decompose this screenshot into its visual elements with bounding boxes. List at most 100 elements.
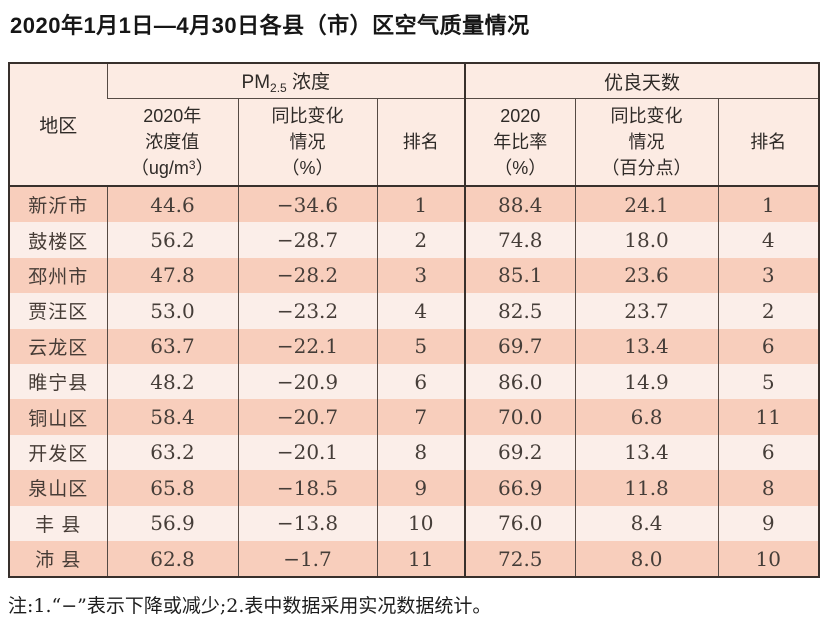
pm-change-cell: −20.1 xyxy=(237,434,377,471)
pm-rank-cell: 7 xyxy=(376,399,466,435)
unit-superscript: 3 xyxy=(188,158,196,173)
good-rank-cell: 11 xyxy=(717,399,820,435)
column-header-pm-change: 同比变化 情况 （%） xyxy=(237,98,377,186)
footnote: 注:1.“−”表示下降或减少;2.表中数据采用实况数据统计。 xyxy=(8,595,492,617)
pm-change-cell: −23.2 xyxy=(237,293,377,329)
pm-value-cell: 47.8 xyxy=(106,257,238,294)
good-change-cell: 13.4 xyxy=(574,434,719,471)
good-change-cell: 8.0 xyxy=(574,540,719,578)
table-row: 丰 县 56.9 −13.8 10 76.0 8.4 9 xyxy=(9,505,820,541)
pm-change-cell: −34.6 xyxy=(237,186,377,223)
table-row: 泉山区 65.8 −18.5 9 66.9 11.8 8 xyxy=(9,470,820,506)
region-cell: 睢宁县 xyxy=(9,363,107,400)
good-rate-cell: 85.1 xyxy=(464,257,576,294)
pm-rank-cell: 1 xyxy=(376,186,466,223)
pm-value-cell: 62.8 xyxy=(106,540,238,578)
region-cell: 贾汪区 xyxy=(9,293,107,329)
pm-rank-cell: 10 xyxy=(376,505,466,541)
good-rate-cell: 88.4 xyxy=(464,186,576,223)
table-row: 开发区 63.2 −20.1 8 69.2 13.4 6 xyxy=(9,434,820,471)
good-change-cell: 23.6 xyxy=(574,257,719,294)
pm-change-cell: −22.1 xyxy=(237,328,377,364)
table-body: 新沂市 44.6 −34.6 1 88.4 24.1 1 鼓楼区 56.2 −2… xyxy=(9,186,820,578)
region-cell: 沛 县 xyxy=(9,540,107,578)
pm-rank-cell: 2 xyxy=(376,222,466,258)
good-rank-cell: 5 xyxy=(717,363,820,400)
good-change-cell: 14.9 xyxy=(574,363,719,400)
pm-value-cell: 56.9 xyxy=(106,505,238,541)
pm-value-cell: 58.4 xyxy=(106,399,238,435)
pm-change-cell: −28.7 xyxy=(237,222,377,258)
good-rank-cell: 6 xyxy=(717,434,820,471)
pm-rank-cell: 3 xyxy=(376,257,466,294)
good-rate-cell: 70.0 xyxy=(464,399,576,435)
pm-rank-cell: 8 xyxy=(376,434,466,471)
good-rate-cell: 86.0 xyxy=(464,363,576,400)
good-rank-cell: 2 xyxy=(717,293,820,329)
good-rank-cell: 10 xyxy=(717,540,820,578)
pm-rank-cell: 5 xyxy=(376,328,466,364)
good-rank-cell: 6 xyxy=(717,328,820,364)
good-change-cell: 24.1 xyxy=(574,186,719,223)
good-change-cell: 13.4 xyxy=(574,328,719,364)
good-rank-cell: 8 xyxy=(717,470,820,506)
good-rate-cell: 69.7 xyxy=(464,328,576,364)
pm-change-cell: −13.8 xyxy=(237,505,377,541)
good-rank-cell: 9 xyxy=(717,505,820,541)
pm-change-cell: −20.9 xyxy=(237,363,377,400)
column-header-pm-rank: 排名 xyxy=(376,98,466,186)
pm-value-cell: 63.7 xyxy=(106,328,238,364)
region-cell: 邳州市 xyxy=(9,257,107,294)
table-row: 云龙区 63.7 −22.1 5 69.7 13.4 6 xyxy=(9,328,820,364)
good-rate-cell: 66.9 xyxy=(464,470,576,506)
good-change-cell: 8.4 xyxy=(574,505,719,541)
pm-rank-cell: 4 xyxy=(376,293,466,329)
good-rate-cell: 76.0 xyxy=(464,505,576,541)
pm-change-cell: −28.2 xyxy=(237,257,377,294)
column-group-pm25: PM2.5 浓度 xyxy=(106,63,466,99)
air-quality-table: 地区 PM2.5 浓度 优良天数 2020年 浓度值 （ug/m3） 同比变化 … xyxy=(8,62,821,579)
pm-subscript: 2.5 xyxy=(270,81,287,95)
good-rate-cell: 69.2 xyxy=(464,434,576,471)
table-row: 沛 县 62.8 −1.7 11 72.5 8.0 10 xyxy=(9,540,820,578)
pm-rank-cell: 11 xyxy=(376,540,466,578)
table-row: 铜山区 58.4 −20.7 7 70.0 6.8 11 xyxy=(9,399,820,435)
good-rank-cell: 4 xyxy=(717,222,820,258)
region-cell: 新沂市 xyxy=(9,186,107,223)
good-change-cell: 23.7 xyxy=(574,293,719,329)
pm-change-cell: −1.7 xyxy=(237,540,377,578)
pm-value-cell: 48.2 xyxy=(106,363,238,400)
header-sub-row: 2020年 浓度值 （ug/m3） 同比变化 情况 （%） 排名 2020 年比… xyxy=(9,98,820,186)
table-header: 地区 PM2.5 浓度 优良天数 2020年 浓度值 （ug/m3） 同比变化 … xyxy=(9,63,820,186)
column-header-good-rank: 排名 xyxy=(717,98,820,186)
column-header-pm-value: 2020年 浓度值 （ug/m3） xyxy=(107,98,238,186)
good-change-cell: 6.8 xyxy=(574,399,719,435)
region-cell: 开发区 xyxy=(9,434,107,471)
table-row: 新沂市 44.6 −34.6 1 88.4 24.1 1 xyxy=(9,186,820,223)
table-row: 鼓楼区 56.2 −28.7 2 74.8 18.0 4 xyxy=(9,222,820,258)
good-change-cell: 11.8 xyxy=(574,470,719,506)
good-rate-cell: 74.8 xyxy=(464,222,576,258)
column-header-region: 地区 xyxy=(9,63,107,186)
region-cell: 泉山区 xyxy=(9,470,107,506)
good-rate-cell: 72.5 xyxy=(464,540,576,578)
column-header-good-rate: 2020 年比率 （%） xyxy=(464,98,576,186)
region-cell: 云龙区 xyxy=(9,328,107,364)
pm-value-cell: 53.0 xyxy=(106,293,238,329)
good-rank-cell: 3 xyxy=(717,257,820,294)
pm-rank-cell: 9 xyxy=(376,470,466,506)
column-header-good-change: 同比变化 情况 （百分点） xyxy=(574,98,719,186)
pm-change-cell: −20.7 xyxy=(237,399,377,435)
good-change-cell: 18.0 xyxy=(574,222,719,258)
column-group-good-days: 优良天数 xyxy=(464,63,820,99)
pm-rank-cell: 6 xyxy=(376,363,466,400)
header-group-row: 地区 PM2.5 浓度 优良天数 xyxy=(9,63,820,186)
page-title: 2020年1月1日—4月30日各县（市）区空气质量情况 xyxy=(10,13,530,38)
good-rank-cell: 1 xyxy=(717,186,820,223)
good-rate-cell: 82.5 xyxy=(464,293,576,329)
table-row: 睢宁县 48.2 −20.9 6 86.0 14.9 5 xyxy=(9,363,820,400)
pm-value-cell: 44.6 xyxy=(106,186,238,223)
table-row: 贾汪区 53.0 −23.2 4 82.5 23.7 2 xyxy=(9,293,820,329)
region-cell: 铜山区 xyxy=(9,399,107,435)
